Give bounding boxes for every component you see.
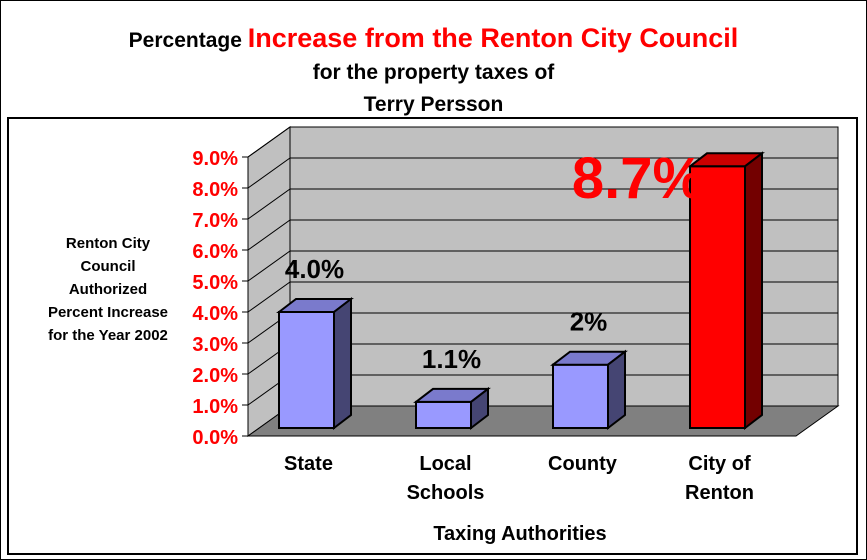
y-axis-label-line: Authorized [69, 281, 147, 298]
y-tick-label: 8.0% [192, 179, 238, 201]
y-tick-label: 3.0% [192, 334, 238, 356]
y-tick-label: 6.0% [192, 241, 238, 263]
x-tick-label: Local [419, 453, 471, 475]
bars [276, 151, 765, 431]
data-label: 2% [570, 307, 608, 337]
title-line-3: Terry Persson [363, 93, 504, 116]
y-tick-label: 5.0% [192, 272, 238, 294]
bar-front [689, 165, 746, 430]
x-axis-label: Taxing Authorities [433, 523, 606, 545]
y-tick-label: 9.0% [192, 148, 238, 170]
title-line-2: for the property taxes of [312, 61, 555, 84]
y-tick-label: 2.0% [192, 365, 238, 387]
data-label: 1.1% [422, 344, 481, 374]
x-tick-label: State [284, 453, 333, 475]
data-labels: 4.0% 1.1% 2% 8.7% [285, 146, 704, 374]
title-highlight: Increase from the Renton City Council [247, 23, 739, 53]
title-prefix: Percentage [128, 29, 248, 52]
bar-front [278, 311, 335, 429]
x-tick-label: Renton [685, 482, 754, 504]
bar-side [607, 349, 626, 431]
bar-3 [550, 349, 628, 431]
y-axis-label-line: for the Year 2002 [48, 327, 168, 344]
y-axis-label-line: Council [81, 258, 136, 275]
gridline [247, 250, 838, 282]
x-tick-labels: State Local Schools County City of Renton [284, 453, 754, 504]
x-tick-label: County [548, 453, 618, 475]
y-tick-label: 1.0% [192, 396, 238, 418]
y-tick-label: 0.0% [192, 427, 238, 449]
gridline [247, 281, 838, 313]
data-label: 4.0% [285, 254, 344, 284]
y-axis-label: Renton City Council Authorized Percent Incr… [48, 235, 168, 344]
x-tick-label: City of [688, 453, 751, 475]
x-tick-label: Schools [407, 482, 485, 504]
y-axis-label-line: Renton City [66, 235, 151, 252]
y-tick-labels: 0.0% 1.0% 2.0% 3.0% 4.0% 5.0% 6.0% 7.0% 8.0% 9.0% [192, 148, 238, 449]
bar-1 [276, 296, 354, 431]
bar-front [552, 363, 609, 430]
bar-4 [687, 151, 765, 431]
title-line-1: Percentage Increase from the Renton City… [0, 22, 867, 57]
bar-side [470, 386, 489, 431]
gridline [247, 126, 838, 158]
chart-title: Percentage Increase from the Renton City… [0, 22, 867, 121]
bar-side [744, 151, 763, 431]
y-tick-label: 4.0% [192, 303, 238, 325]
y-tick-label: 7.0% [192, 210, 238, 232]
y-axis-label-line: Percent Increase [48, 304, 168, 321]
gridline [247, 219, 838, 251]
bar-side [333, 296, 352, 431]
gridline [247, 188, 838, 220]
bar-front [415, 400, 472, 429]
data-label: 8.7% [572, 146, 704, 211]
bar-2 [413, 386, 491, 431]
gridline [247, 157, 838, 189]
